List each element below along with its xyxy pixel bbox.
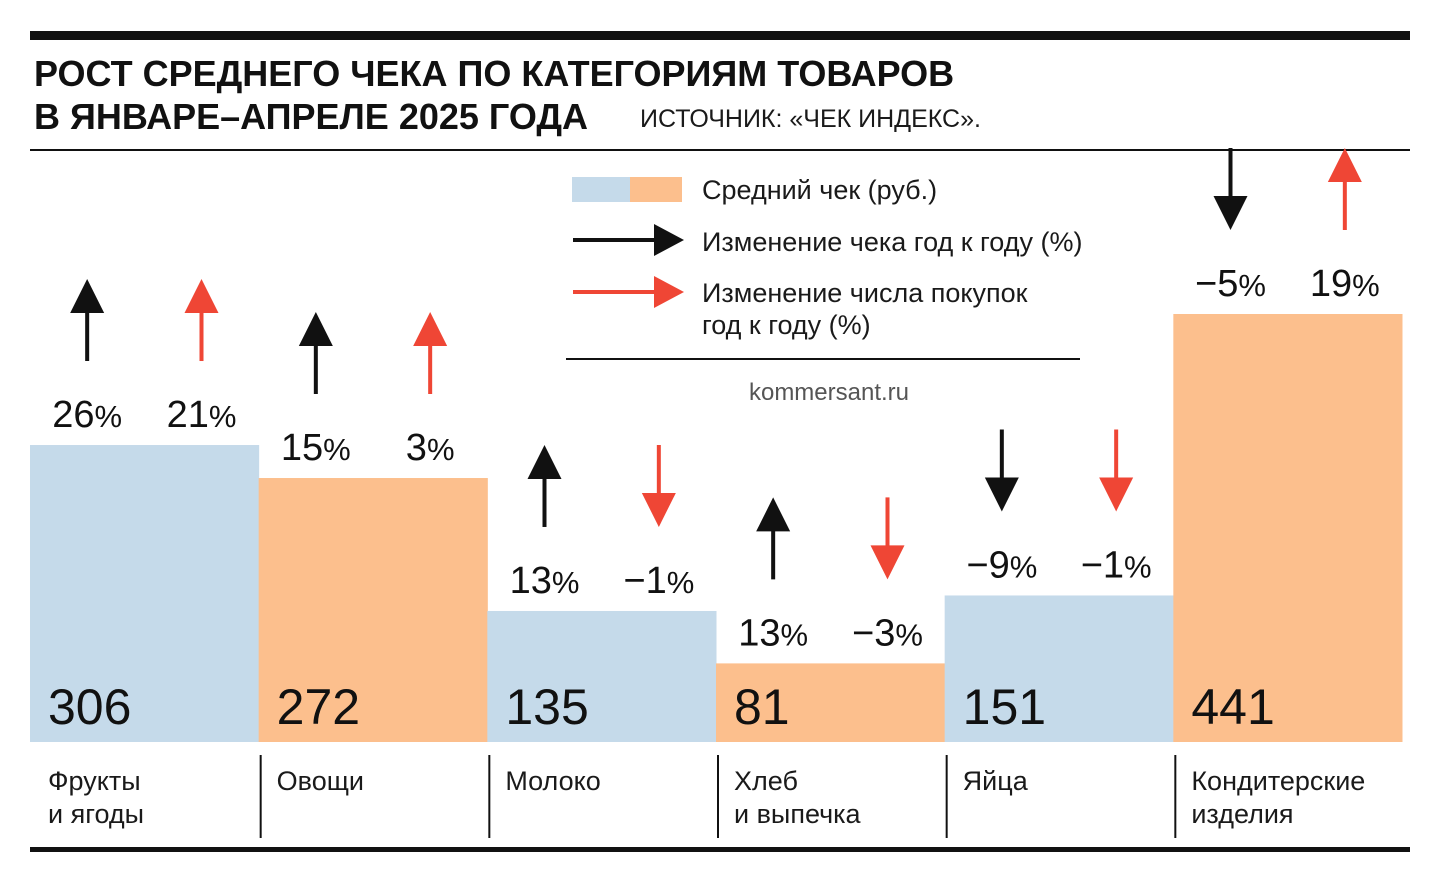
bar-2 [487, 610, 717, 742]
category-label-5-line-1: изделия [1191, 799, 1293, 829]
category-label-0-line-0: Фрукты [48, 766, 141, 796]
bar-value-label-5: 441 [1191, 679, 1274, 735]
category-label-1-line-0: Овощи [277, 766, 364, 796]
category-label-3-line-0: Хлеб [734, 766, 798, 796]
check-arrow-2-head [527, 444, 562, 479]
chart-title-line2: В ЯНВАРЕ–АПРЕЛЕ 2025 ГОДА [34, 96, 588, 137]
check-arrow-5-head [1213, 196, 1248, 230]
check-change-label-3: 13% [738, 612, 808, 654]
purchases-change-label-3: −3% [852, 612, 923, 654]
legend-red-arrow-head [654, 276, 684, 308]
top-rule [30, 31, 1410, 40]
bar-4 [944, 595, 1174, 742]
legend-check-change-label: Изменение чека год к году (%) [702, 227, 1082, 257]
check-change-label-5: −5% [1195, 263, 1266, 305]
legend-purchases-change-label-line2: год к году (%) [702, 310, 871, 340]
check-arrow-3-head [756, 497, 791, 532]
check-arrow-0-head [70, 279, 105, 314]
bar-0 [30, 445, 260, 742]
purchases-change-label-1: 3% [406, 427, 455, 469]
category-label-5-line-0: Кондитерские [1191, 766, 1365, 796]
bar-value-label-3: 81 [734, 679, 790, 735]
purchases-arrow-4-head [1099, 477, 1134, 512]
purchases-arrow-0-head [184, 279, 219, 314]
legend-divider [566, 358, 1080, 360]
bar-value-label-4: 151 [963, 679, 1046, 735]
bar-5 [1173, 314, 1403, 742]
legend-purchases-change-label-line1: Изменение числа покупок [702, 278, 1028, 308]
bar-value-label-1: 272 [277, 679, 360, 735]
purchases-arrow-5-head [1327, 148, 1362, 182]
legend-black-arrow-head [654, 224, 684, 256]
source-note: ИСТОЧНИК: «ЧЕК ИНДЕКС». [640, 105, 981, 133]
watermark: kommersant.ru [749, 379, 909, 406]
purchases-change-label-4: −1% [1081, 544, 1152, 586]
bar-3 [716, 663, 946, 742]
purchases-arrow-2-head [641, 492, 676, 527]
bar-1 [258, 478, 488, 742]
check-change-label-2: 13% [510, 560, 580, 602]
category-label-0-line-1: и ягоды [48, 799, 144, 829]
legend: Средний чек (руб.) Изменение чека год к … [566, 175, 1082, 406]
check-change-label-4: −9% [966, 544, 1037, 586]
header-rule [30, 149, 1410, 151]
purchases-change-label-0: 21% [167, 394, 237, 436]
category-label-3-line-1: и выпечка [734, 799, 862, 829]
bar-value-label-2: 135 [505, 679, 588, 735]
purchases-arrow-1-head [413, 312, 448, 347]
category-label-2-line-0: Молоко [505, 766, 600, 796]
legend-swatch-orange [630, 177, 682, 202]
check-change-label-1: 15% [281, 427, 351, 469]
category-label-4-line-0: Яйца [963, 766, 1029, 796]
check-arrow-1-head [298, 312, 333, 347]
check-arrow-4-head [984, 477, 1019, 512]
check-change-label-0: 26% [52, 394, 122, 436]
purchases-arrow-3-head [870, 545, 905, 580]
bar-value-label-0: 306 [48, 679, 131, 735]
legend-bar-label: Средний чек (руб.) [702, 175, 937, 205]
bottom-rule [30, 847, 1410, 852]
purchases-change-label-5: 19% [1310, 263, 1380, 305]
legend-swatch-blue [572, 177, 630, 202]
chart-title-line1: РОСТ СРЕДНЕГО ЧЕКА ПО КАТЕГОРИЯМ ТОВАРОВ [34, 53, 954, 94]
purchases-change-label-2: −1% [623, 560, 694, 602]
